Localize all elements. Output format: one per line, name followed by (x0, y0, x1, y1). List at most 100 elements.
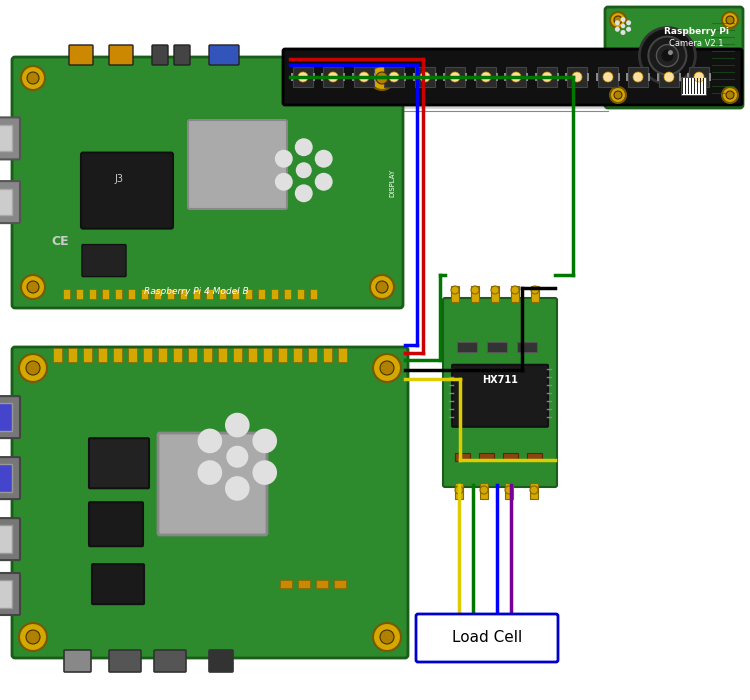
Bar (310, 289, 317, 299)
Bar (527, 453, 542, 461)
Bar (455, 483, 463, 499)
Bar (443, 73, 445, 81)
Bar (567, 67, 587, 87)
Circle shape (722, 12, 738, 28)
Bar (203, 348, 212, 362)
Bar (323, 67, 343, 87)
Circle shape (620, 30, 626, 35)
Circle shape (511, 72, 521, 82)
Circle shape (389, 72, 399, 82)
FancyBboxPatch shape (69, 45, 93, 65)
Circle shape (253, 461, 277, 485)
Bar (474, 73, 476, 81)
Circle shape (274, 173, 292, 190)
Bar (173, 348, 182, 362)
Circle shape (626, 27, 632, 31)
FancyBboxPatch shape (174, 45, 190, 65)
FancyBboxPatch shape (452, 365, 548, 427)
Text: Load Cell: Load Cell (452, 631, 522, 645)
Bar (382, 73, 384, 81)
Circle shape (370, 66, 394, 90)
FancyBboxPatch shape (188, 120, 287, 209)
Circle shape (664, 72, 674, 82)
FancyBboxPatch shape (12, 57, 403, 308)
FancyBboxPatch shape (0, 181, 20, 223)
Circle shape (726, 16, 734, 24)
Bar (415, 67, 435, 87)
Text: Camera V2.1: Camera V2.1 (669, 39, 724, 48)
Circle shape (662, 50, 674, 62)
Text: Raspberry Pi: Raspberry Pi (664, 27, 729, 36)
Circle shape (603, 72, 613, 82)
Bar (596, 73, 598, 81)
Circle shape (621, 24, 626, 28)
Circle shape (615, 27, 620, 31)
Bar (206, 289, 213, 299)
Circle shape (225, 476, 250, 500)
Circle shape (626, 20, 632, 25)
Bar (531, 286, 539, 302)
Bar (102, 289, 109, 299)
FancyBboxPatch shape (283, 49, 742, 105)
Bar (263, 348, 272, 362)
Bar (457, 342, 477, 352)
FancyBboxPatch shape (154, 650, 186, 672)
Bar (338, 348, 347, 362)
Circle shape (21, 66, 45, 90)
Bar (503, 453, 518, 461)
Bar (68, 348, 77, 362)
Bar (413, 73, 415, 81)
Bar (271, 289, 278, 299)
Circle shape (197, 428, 222, 453)
Bar (479, 453, 494, 461)
Circle shape (298, 72, 308, 82)
Bar (188, 348, 197, 362)
Bar (465, 73, 467, 81)
Circle shape (530, 486, 538, 494)
Circle shape (610, 87, 626, 103)
Circle shape (722, 87, 738, 103)
Bar (445, 67, 465, 87)
Bar (98, 348, 107, 362)
FancyBboxPatch shape (12, 347, 408, 658)
Bar (63, 289, 70, 299)
FancyBboxPatch shape (89, 438, 149, 489)
Bar (248, 348, 257, 362)
Circle shape (295, 184, 313, 202)
Circle shape (633, 72, 643, 82)
Bar (491, 286, 499, 302)
Circle shape (614, 91, 622, 99)
Bar (455, 453, 470, 461)
Circle shape (253, 428, 277, 453)
Bar (496, 73, 498, 81)
Circle shape (505, 486, 513, 494)
Circle shape (376, 72, 388, 84)
Text: J3: J3 (115, 174, 124, 185)
Circle shape (226, 446, 248, 468)
Bar (587, 73, 589, 81)
Bar (657, 73, 659, 81)
Bar (506, 67, 526, 87)
FancyBboxPatch shape (416, 614, 558, 662)
Circle shape (480, 486, 488, 494)
Bar (471, 286, 479, 302)
FancyBboxPatch shape (81, 153, 173, 229)
Bar (218, 348, 227, 362)
FancyBboxPatch shape (0, 118, 20, 160)
Bar (193, 289, 200, 299)
Circle shape (656, 45, 679, 66)
Bar (232, 289, 239, 299)
Bar (0, 189, 12, 215)
FancyBboxPatch shape (209, 45, 239, 65)
Bar (505, 483, 513, 499)
Circle shape (481, 72, 491, 82)
Circle shape (359, 72, 369, 82)
Circle shape (649, 36, 686, 75)
FancyBboxPatch shape (64, 650, 91, 672)
FancyBboxPatch shape (92, 564, 144, 604)
Bar (451, 286, 459, 302)
Bar (679, 73, 681, 81)
Bar (141, 289, 148, 299)
Bar (128, 289, 135, 299)
Bar (258, 289, 265, 299)
